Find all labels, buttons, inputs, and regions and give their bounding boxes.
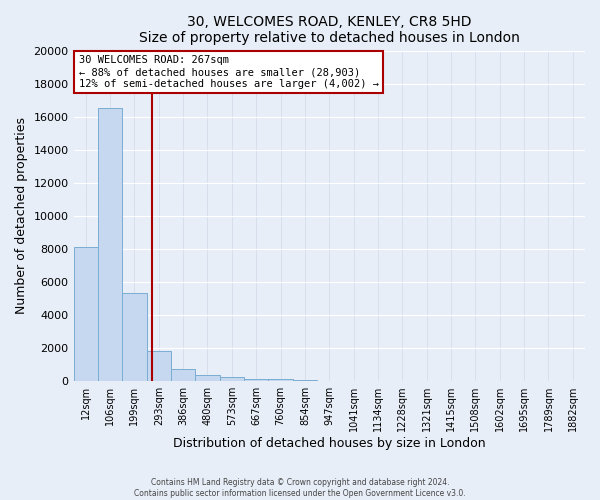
Bar	[98, 108, 122, 381]
Title: 30, WELCOMES ROAD, KENLEY, CR8 5HD
Size of property relative to detached houses : 30, WELCOMES ROAD, KENLEY, CR8 5HD Size …	[139, 15, 520, 45]
Bar	[196, 376, 220, 381]
Bar	[244, 378, 268, 381]
Bar	[220, 377, 244, 381]
Bar	[146, 352, 171, 381]
Bar	[122, 294, 146, 381]
Y-axis label: Number of detached properties: Number of detached properties	[15, 118, 28, 314]
Text: 30 WELCOMES ROAD: 267sqm
← 88% of detached houses are smaller (28,903)
12% of se: 30 WELCOMES ROAD: 267sqm ← 88% of detach…	[79, 56, 379, 88]
Text: Contains HM Land Registry data © Crown copyright and database right 2024.
Contai: Contains HM Land Registry data © Crown c…	[134, 478, 466, 498]
Bar	[268, 380, 293, 381]
Bar	[74, 247, 98, 381]
X-axis label: Distribution of detached houses by size in London: Distribution of detached houses by size …	[173, 437, 485, 450]
Bar	[171, 368, 196, 381]
Bar	[293, 380, 317, 381]
